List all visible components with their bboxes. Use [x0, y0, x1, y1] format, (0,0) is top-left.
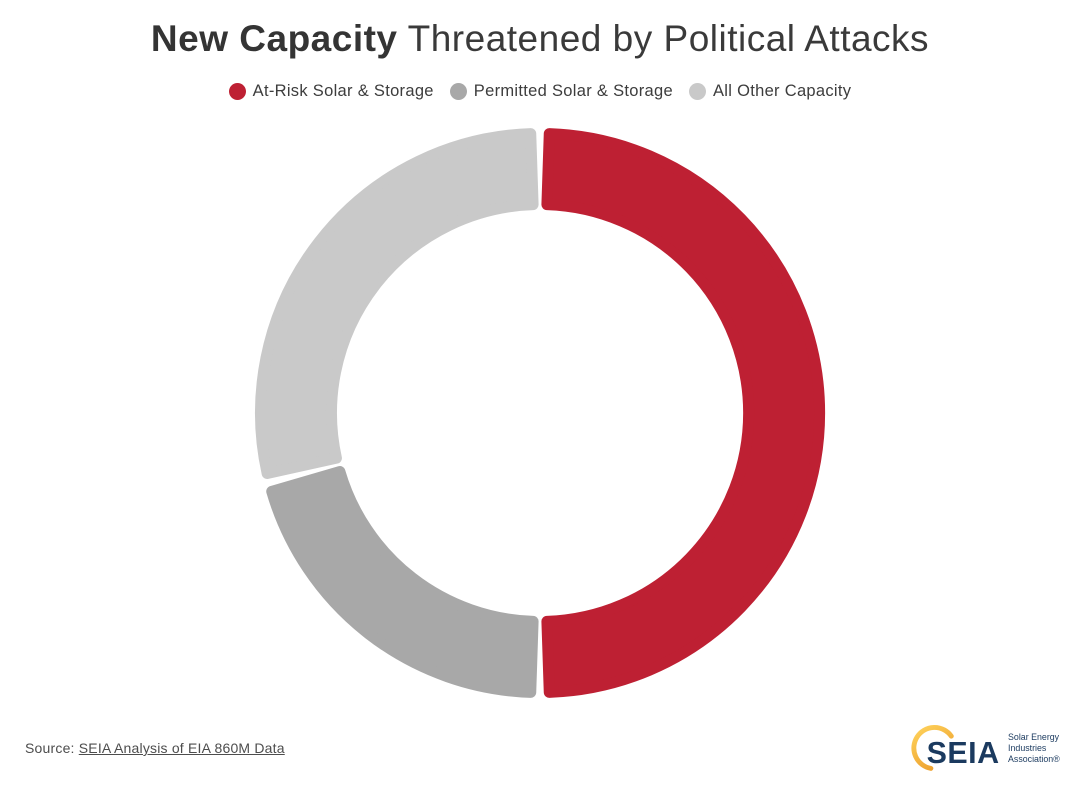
seia-tagline-line-1: Solar Energy [1008, 732, 1060, 742]
chart-legend: At-Risk Solar & Storage Permitted Solar &… [0, 82, 1080, 101]
donut-segment-at-risk-solar-storage [541, 128, 826, 698]
seia-crescent-icon [911, 725, 954, 771]
source-note: Source: SEIA Analysis of EIA 860M Data [25, 740, 285, 756]
legend-swatch-icon [688, 83, 706, 100]
seia-logo-text: SEIA [927, 736, 1000, 770]
legend-label: Permitted Solar & Storage [473, 82, 673, 100]
seia-logo-svg: SEIA Solar Energy Industries Association… [911, 725, 1060, 771]
source-prefix: Source: [25, 740, 79, 756]
legend-item-all-other-capacity: All Other Capacity [688, 82, 852, 101]
legend-swatch-icon [228, 83, 246, 100]
source-link[interactable]: SEIA Analysis of EIA 860M Data [78, 740, 285, 756]
chart-title-rest: Threatened by Political Attacks [397, 18, 930, 59]
seia-tagline-line-3: Association® [1008, 754, 1060, 764]
donut-segment-all-other-capacity [255, 128, 539, 479]
legend-label: All Other Capacity [712, 82, 852, 100]
legend-item-at-risk-solar-storage: At-Risk Solar & Storage [228, 82, 434, 101]
legend-label: At-Risk Solar & Storage [252, 82, 434, 100]
seia-tagline-line-2: Industries [1008, 743, 1047, 753]
seia-logo: SEIA Solar Energy Industries Association… [903, 719, 1065, 781]
donut-segment-permitted-solar-storage [266, 466, 539, 698]
chart-title: New Capacity Threatened by Political Att… [0, 18, 1080, 60]
donut-chart-svg [255, 128, 826, 698]
donut-chart [240, 113, 840, 713]
legend-swatch-icon [449, 83, 467, 100]
chart-title-emphasis: New Capacity [150, 18, 398, 59]
legend-item-permitted-solar-storage: Permitted Solar & Storage [449, 82, 673, 101]
